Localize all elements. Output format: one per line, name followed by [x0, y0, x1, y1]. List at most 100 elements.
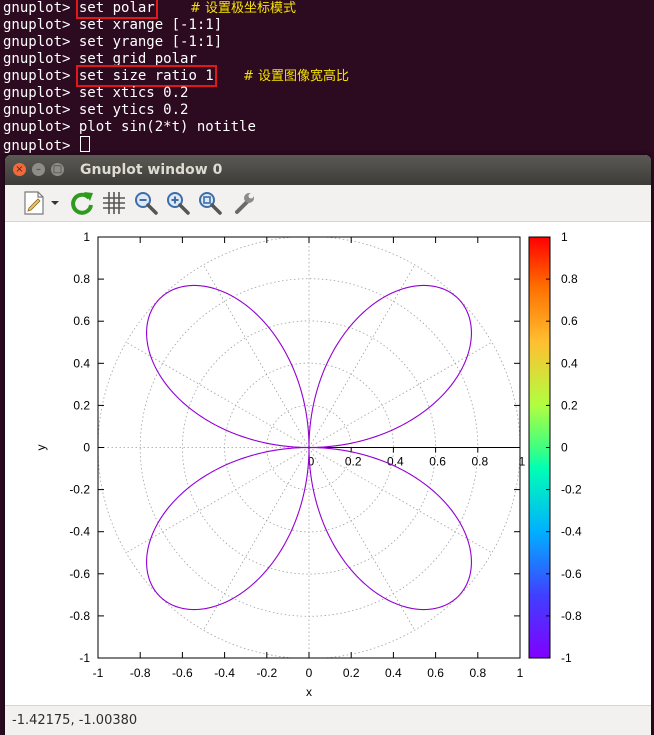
x-tick-label: 0 [306, 666, 313, 680]
polar-grid-spoke [126, 341, 310, 448]
terminal-prompt: gnuplot> [3, 68, 71, 84]
x-tick-label: 0.2 [343, 666, 360, 680]
terminal-command: set size ratio 1 [75, 65, 217, 87]
status-bar: -1.42175, -1.00380 [5, 705, 651, 735]
zoom-in-button[interactable] [163, 188, 193, 218]
x-tick-label: 0.4 [385, 666, 402, 680]
export-icon [24, 191, 59, 215]
x-tick-label: -0.4 [214, 666, 235, 680]
x-tick-label: 0.8 [469, 666, 486, 680]
colorbox-tick-label: -0.6 [561, 567, 582, 581]
colorbox-tick-label: 0.2 [561, 398, 578, 412]
zoom-in-icon [167, 192, 190, 215]
polar-grid-spoke [126, 447, 310, 554]
polar-grid-spoke [308, 447, 492, 554]
polar-axis-tick-label: 0.2 [345, 455, 362, 469]
y-tick-label: -0.6 [69, 567, 90, 581]
settings-button[interactable] [229, 188, 259, 218]
x-tick-label: -0.8 [130, 666, 151, 680]
terminal-cursor[interactable] [79, 136, 90, 152]
terminal-prompt: gnuplot> [3, 51, 71, 67]
terminal-prompt: gnuplot> [3, 85, 71, 101]
x-tick-label: -1 [93, 666, 104, 680]
toolbar [5, 185, 651, 222]
terminal-line: gnuplot> set xtics 0.2 [3, 85, 188, 102]
polar-grid-spoke [308, 265, 415, 448]
terminal-line: gnuplot> set yrange [-1:1] [3, 34, 222, 51]
colorbox-tick-label: -1 [561, 651, 572, 665]
x-tick-label: 1 [517, 666, 524, 680]
window-title: Gnuplot window 0 [80, 162, 223, 178]
y-tick-label: 0.4 [73, 356, 90, 370]
polar-axis-tick-label: 0.6 [429, 455, 446, 469]
terminal[interactable]: gnuplot> set polar # 设置极坐标模式 gnuplot> set … [0, 0, 654, 160]
x-tick-label: -0.2 [256, 666, 277, 680]
terminal-command: set polar [75, 0, 158, 19]
y-tick-label: 0 [83, 441, 90, 455]
y-tick-label: -1 [79, 651, 90, 665]
y-tick-label: -0.8 [69, 609, 90, 623]
polar-axis-tick-label: 1 [519, 455, 526, 469]
y-tick-label: 0.2 [73, 398, 90, 412]
colorbox-tick-label: 0.6 [561, 314, 578, 328]
terminal-line: gnuplot> set xrange [-1:1] [3, 17, 222, 34]
y-tick-label: -0.2 [69, 483, 90, 497]
colorbox-tick-label: -0.8 [561, 609, 582, 623]
y-tick-label: 1 [83, 230, 90, 244]
polar-grid-spoke [308, 341, 492, 448]
terminal-prompt: gnuplot> [3, 102, 71, 118]
replot-button[interactable] [67, 188, 97, 218]
colorbox-tick-label: 0.8 [561, 272, 578, 286]
terminal-line: gnuplot> set ytics 0.2 [3, 102, 188, 119]
y-axis-label: y [34, 445, 48, 451]
replot-icon [71, 192, 93, 215]
y-tick-label: 0.6 [73, 314, 90, 328]
terminal-comment: # 设置图像宽高比 [243, 69, 350, 84]
x-axis-label: x [306, 685, 312, 699]
polar-axis-tick-label: 0.8 [471, 455, 488, 469]
terminal-line: gnuplot> set grid polar [3, 51, 197, 68]
grid-button[interactable] [99, 188, 129, 218]
terminal-prompt: gnuplot> [3, 119, 71, 135]
gnuplot-window: × – □ Gnuplot window 0 [5, 155, 651, 735]
zoom-out-button[interactable] [131, 188, 161, 218]
terminal-line: gnuplot> set size ratio 1 [3, 65, 217, 87]
terminal-command: set xtics 0.2 [78, 85, 189, 101]
terminal-comment: # 设置极坐标模式 [190, 1, 297, 16]
zoom-out-icon [135, 192, 158, 215]
colorbox-tick-label: -0.4 [561, 525, 582, 539]
polar-grid-spoke [203, 447, 310, 630]
y-tick-label: -0.4 [69, 525, 90, 539]
terminal-command: plot sin(2*t) notitle [78, 119, 256, 135]
terminal-command: set xrange [-1:1] [78, 17, 223, 33]
export-button[interactable] [19, 188, 63, 218]
window-minimize-button[interactable]: – [32, 163, 45, 176]
polar-grid-spoke [203, 265, 310, 448]
plot-area[interactable]: -1 -0.8 -0.6 -0.4 -0.2 0 0.2 0.4 0.6 0.8 1 -1 -0.8 -0… [5, 222, 651, 705]
settings-wrench-icon [235, 193, 254, 214]
colorbox-tick-label: 0.4 [561, 356, 578, 370]
zoom-fit-button[interactable] [195, 188, 225, 218]
colorbox-tick-label: 0 [561, 441, 568, 455]
colorbox-tick-label: 1 [561, 230, 568, 244]
terminal-command: set grid polar [78, 51, 197, 67]
polar-curve [146, 284, 472, 611]
terminal-command: set ytics 0.2 [78, 102, 189, 118]
cursor-coordinates: -1.42175, -1.00380 [12, 713, 138, 728]
terminal-prompt: gnuplot> [3, 17, 71, 33]
window-titlebar[interactable]: × – □ Gnuplot window 0 [5, 155, 651, 185]
colorbox-tick-label: -0.2 [561, 483, 582, 497]
polar-chart[interactable]: -1 -0.8 -0.6 -0.4 -0.2 0 0.2 0.4 0.6 0.8 1 -1 -0.8 -0… [5, 222, 651, 705]
terminal-line: gnuplot> [3, 136, 90, 154]
terminal-prompt: gnuplot> [3, 34, 71, 50]
terminal-prompt: gnuplot> [3, 0, 71, 16]
window-close-button[interactable]: × [13, 163, 26, 176]
terminal-line: gnuplot> set polar [3, 0, 158, 19]
terminal-command: set yrange [-1:1] [78, 34, 223, 50]
window-maximize-button[interactable]: □ [51, 163, 64, 176]
terminal-prompt: gnuplot> [3, 138, 71, 154]
zoom-fit-icon [199, 192, 222, 215]
x-tick-label: 0.6 [427, 666, 444, 680]
terminal-line: gnuplot> plot sin(2*t) notitle [3, 119, 256, 136]
x-tick-label: -0.6 [172, 666, 193, 680]
